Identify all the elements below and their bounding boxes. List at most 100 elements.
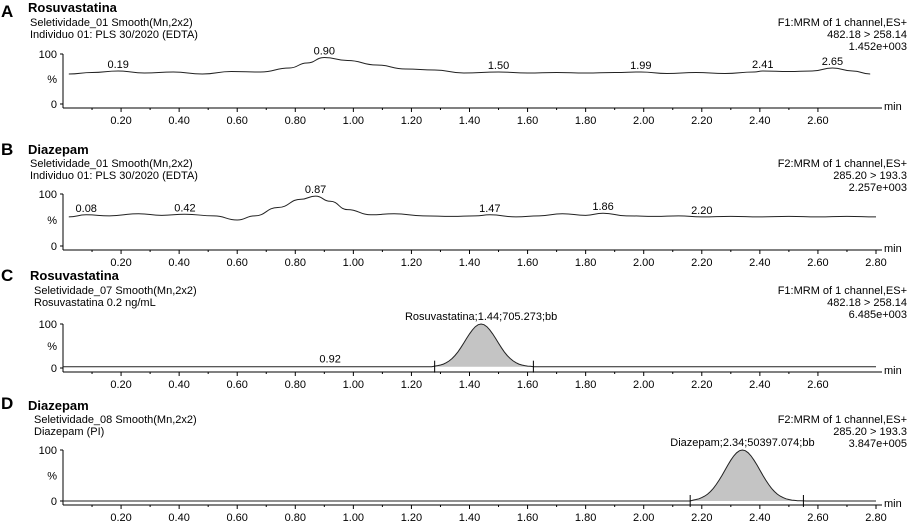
y-tick-label: 0 <box>51 241 57 253</box>
y-tick-label: 100 <box>39 49 57 61</box>
panel-title: Diazepam <box>28 142 89 157</box>
x-tick-label: 0.80 <box>285 379 306 391</box>
x-tick-label: 2.20 <box>691 512 712 522</box>
x-tick-label: 1.80 <box>575 257 596 268</box>
panel-transition: 482.18 > 258.14 <box>827 29 907 41</box>
x-tick-label: 1.20 <box>401 257 422 268</box>
y-tick-label: % <box>47 215 57 227</box>
panel-subtitle-1: Seletividade_01 Smooth(Mn,2x2) <box>30 158 193 170</box>
panel-transition: 482.18 > 258.14 <box>827 297 907 309</box>
x-axis-label: min <box>884 365 902 377</box>
y-tick-label: % <box>47 341 57 353</box>
x-tick-label: 1.60 <box>517 115 538 127</box>
panel-letter: B <box>1 140 14 159</box>
x-tick-label: 0.60 <box>227 115 248 127</box>
peak-label: Diazepam;2.34;50397.074;bb <box>670 437 814 449</box>
x-tick-label: 2.00 <box>633 115 654 127</box>
panel-intensity: 1.452e+003 <box>848 41 907 53</box>
x-tick-label: 1.40 <box>459 379 480 391</box>
chromatogram-panel-b: B Diazepam Seletividade_01 Smooth(Mn,2x2… <box>0 138 913 268</box>
panel-title: Rosuvastatina <box>30 268 119 283</box>
y-tick-label: % <box>47 471 57 483</box>
panel-intensity: 3.847e+005 <box>848 438 907 450</box>
panel-channel: F2:MRM of 1 channel,ES+ <box>777 158 907 170</box>
chromatogram-plot-d: 100% 0 0.20 0.40 0.60 0.80 1.00 1.20 1.40 1.60 1.8… <box>39 437 902 522</box>
panel-title: Diazepam <box>28 398 89 413</box>
panel-subtitle-2: Rosuvastatina 0.2 ng/mL <box>34 297 156 309</box>
chromatogram-panel-c: C Rosuvastatina Seletividade_07 Smooth(M… <box>0 264 913 394</box>
peak-label: 2.65 <box>822 56 843 68</box>
y-tick-label: 0 <box>51 496 57 508</box>
peak-label: 1.50 <box>488 60 509 72</box>
x-tick-label: 0.40 <box>168 379 189 391</box>
x-tick-label: 2.60 <box>807 115 828 127</box>
x-tick-label: 0.40 <box>168 512 189 522</box>
panel-subtitle-1: Seletividade_08 Smooth(Mn,2x2) <box>34 414 197 426</box>
x-tick-label: 1.00 <box>343 379 364 391</box>
x-tick-label: 1.80 <box>575 115 596 127</box>
x-tick-label: 1.40 <box>459 512 480 522</box>
peak-area <box>690 450 804 501</box>
x-tick-label: 2.40 <box>749 257 770 268</box>
y-tick-label: 0 <box>51 363 57 375</box>
x-tick-label: 1.80 <box>575 512 596 522</box>
chromatogram-panel-d: D Diazepam Seletividade_08 Smooth(Mn,2x2… <box>0 392 913 522</box>
peak-label: 0.08 <box>76 203 97 215</box>
peak-label: 0.90 <box>314 46 335 58</box>
x-tick-label: 0.20 <box>110 257 131 268</box>
x-axis-label: min <box>884 498 902 510</box>
x-tick-label: 0.60 <box>227 512 248 522</box>
x-tick-label: 0.60 <box>227 379 248 391</box>
x-tick-label: 2.00 <box>633 257 654 268</box>
x-tick-label: 0.20 <box>110 379 131 391</box>
chromatogram-panel-a: A Rosuvastatina Seletividade_01 Smooth(M… <box>0 0 913 130</box>
peak-label: 0.92 <box>319 354 340 366</box>
chromatogram-trace <box>63 449 876 502</box>
x-tick-label: 1.20 <box>401 512 422 522</box>
panel-transition: 285.20 > 193.3 <box>833 170 907 182</box>
x-tick-label: 2.20 <box>691 257 712 268</box>
panel-channel: F1:MRM of 1 channel,ES+ <box>777 285 907 297</box>
chromatogram-plot-b: 100% 0 0.20 0.40 0.60 0.80 1.00 1.20 1.40 1.60 1.8… <box>39 184 902 268</box>
panel-letter: A <box>1 2 14 21</box>
peak-label: 0.87 <box>305 184 326 196</box>
peak-label: Rosuvastatina;1.44;705.273;bb <box>405 311 557 323</box>
chromatogram-plot-a: 100% 0 0.20 0.40 0.60 0.80 1.00 1.20 1.40 1.60 1.8… <box>39 46 902 128</box>
x-tick-label: 0.80 <box>285 257 306 268</box>
chromatogram-trace <box>68 56 871 75</box>
panel-intensity: 2.257e+003 <box>848 182 907 194</box>
peak-label: 1.86 <box>592 201 613 213</box>
peak-label: 0.19 <box>107 59 128 71</box>
peak-label: 1.99 <box>630 60 651 72</box>
x-tick-label: 0.40 <box>168 257 189 268</box>
x-tick-label: 2.80 <box>865 512 886 522</box>
x-tick-label: 1.60 <box>517 379 538 391</box>
x-tick-label: 2.60 <box>807 512 828 522</box>
y-tick-label: % <box>47 74 57 86</box>
y-tick-label: 0 <box>51 99 57 111</box>
peak-label: 2.20 <box>691 205 712 217</box>
panel-transition: 285.20 > 193.3 <box>833 426 907 438</box>
x-tick-label: 0.40 <box>168 115 189 127</box>
x-tick-label: 1.60 <box>517 512 538 522</box>
x-tick-label: 0.20 <box>110 115 131 127</box>
x-tick-label: 1.20 <box>401 115 422 127</box>
x-tick-label: 1.40 <box>459 115 480 127</box>
y-tick-label: 100 <box>39 319 57 331</box>
peak-label: 0.42 <box>174 202 195 214</box>
panel-letter: C <box>1 266 14 285</box>
x-tick-label: 2.40 <box>749 512 770 522</box>
panel-channel: F1:MRM of 1 channel,ES+ <box>777 17 907 29</box>
x-tick-label: 2.40 <box>749 379 770 391</box>
x-tick-label: 2.00 <box>633 512 654 522</box>
x-tick-label: 2.20 <box>691 379 712 391</box>
x-tick-label: 1.60 <box>517 257 538 268</box>
peak-area <box>434 324 534 367</box>
panel-intensity: 6.485e+003 <box>848 309 907 321</box>
x-tick-label: 1.80 <box>575 379 596 391</box>
panel-letter: D <box>1 394 14 413</box>
x-tick-label: 2.80 <box>865 257 886 268</box>
x-tick-label: 0.60 <box>227 257 248 268</box>
chromatogram-plot-c: 100% 0 0.20 0.40 0.60 0.80 1.00 1.20 1.40 1.60 1.8… <box>39 311 902 391</box>
panel-subtitle-1: Seletividade_01 Smooth(Mn,2x2) <box>30 17 193 29</box>
